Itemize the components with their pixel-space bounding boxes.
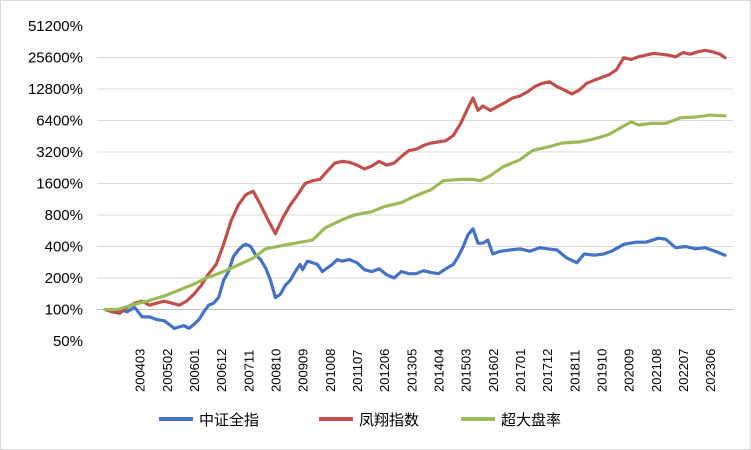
y-tick-label: 12800%: [28, 81, 83, 98]
x-tick-label: 200502: [160, 349, 175, 392]
x-tick-label: 200711: [241, 350, 256, 392]
x-tick-label: 200612: [214, 349, 229, 392]
x-tick-label: 201910: [594, 349, 609, 392]
x-tick-label: 202207: [676, 349, 691, 392]
x-tick-label: 202108: [649, 349, 664, 392]
y-tick-label: 800%: [45, 207, 83, 224]
x-tick-label: 202009: [622, 349, 637, 392]
x-axis-tick-labels: 200403 200502 200601 200612 200711 200810 2009…: [133, 349, 719, 392]
x-tick-label: 200403: [133, 349, 148, 392]
series-line: [103, 113, 727, 312]
watermark: 雪球：凤翔梁进: [575, 416, 718, 438]
legend: 中证全指 凤翔指数 超大盘率: [159, 411, 561, 429]
series-line: [103, 48, 727, 315]
x-tick-label: 201206: [377, 349, 392, 392]
x-tick-label: 201008: [323, 349, 338, 392]
y-tick-label: 50%: [53, 333, 83, 350]
x-tick-label: 201404: [431, 349, 446, 392]
x-tick-label: 200810: [268, 349, 283, 392]
series-lines: [103, 48, 727, 330]
y-tick-label: 51200%: [28, 18, 83, 35]
legend-item: 超大盘率: [461, 411, 561, 429]
y-tick-label: 3200%: [36, 144, 83, 161]
x-tick-label: 202306: [703, 349, 718, 392]
y-tick-label: 25600%: [28, 50, 83, 67]
xueqiu-logo-icon: [575, 416, 597, 438]
legend-label: 凤翔指数: [359, 412, 419, 429]
y-tick-label: 100%: [45, 302, 83, 319]
legend-label: 超大盘率: [501, 411, 561, 429]
legend-item: 凤翔指数: [319, 412, 419, 429]
y-tick-label: 200%: [45, 270, 83, 287]
y-tick-label: 400%: [45, 239, 83, 256]
x-tick-label: 201503: [459, 349, 474, 392]
x-tick-label: 200601: [187, 349, 202, 392]
y-axis-tick-labels: 51200% 25600% 12800% 6400% 3200% 1600% 800% 400…: [28, 18, 83, 350]
x-tick-label: 200909: [296, 349, 311, 392]
y-tick-label: 6400%: [36, 113, 83, 130]
legend-label: 中证全指: [199, 411, 259, 429]
x-tick-label: 201107: [350, 350, 365, 392]
x-tick-label: 201305: [404, 349, 419, 392]
y-tick-label: 1600%: [36, 176, 83, 193]
x-tick-label: 201602: [486, 349, 501, 392]
grid-lines: [97, 57, 733, 310]
series-line: [103, 227, 727, 330]
legend-item: 中证全指: [159, 411, 259, 429]
watermark-text: 雪球：凤翔梁进: [599, 417, 718, 437]
x-tick-label: 201811: [567, 350, 582, 392]
x-tick-label: 201712: [540, 349, 555, 392]
x-tick-label: 201701: [513, 349, 528, 392]
